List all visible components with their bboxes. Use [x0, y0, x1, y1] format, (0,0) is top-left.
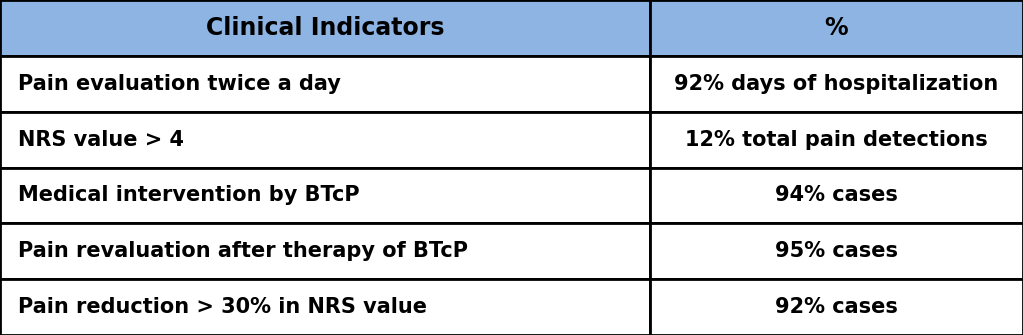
Bar — [0, 168, 650, 223]
Bar — [650, 112, 1023, 168]
Bar — [0, 112, 650, 168]
Bar — [650, 56, 1023, 112]
Bar — [0, 0, 650, 56]
Bar — [650, 279, 1023, 335]
Text: 92% cases: 92% cases — [774, 297, 898, 317]
Text: 92% days of hospitalization: 92% days of hospitalization — [674, 74, 998, 94]
Bar — [0, 56, 650, 112]
Bar — [0, 223, 650, 279]
Text: 12% total pain detections: 12% total pain detections — [685, 130, 987, 150]
Text: NRS value > 4: NRS value > 4 — [18, 130, 184, 150]
Bar — [0, 279, 650, 335]
Text: Pain revaluation after therapy of BTcP: Pain revaluation after therapy of BTcP — [18, 241, 469, 261]
Text: Pain evaluation twice a day: Pain evaluation twice a day — [18, 74, 342, 94]
Text: %: % — [825, 16, 848, 40]
Bar — [650, 223, 1023, 279]
Bar — [650, 168, 1023, 223]
Text: Medical intervention by BTcP: Medical intervention by BTcP — [18, 185, 360, 205]
Text: 94% cases: 94% cases — [774, 185, 898, 205]
Bar — [650, 0, 1023, 56]
Text: Clinical Indicators: Clinical Indicators — [206, 16, 444, 40]
Text: Pain reduction > 30% in NRS value: Pain reduction > 30% in NRS value — [18, 297, 428, 317]
Text: 95% cases: 95% cases — [774, 241, 898, 261]
